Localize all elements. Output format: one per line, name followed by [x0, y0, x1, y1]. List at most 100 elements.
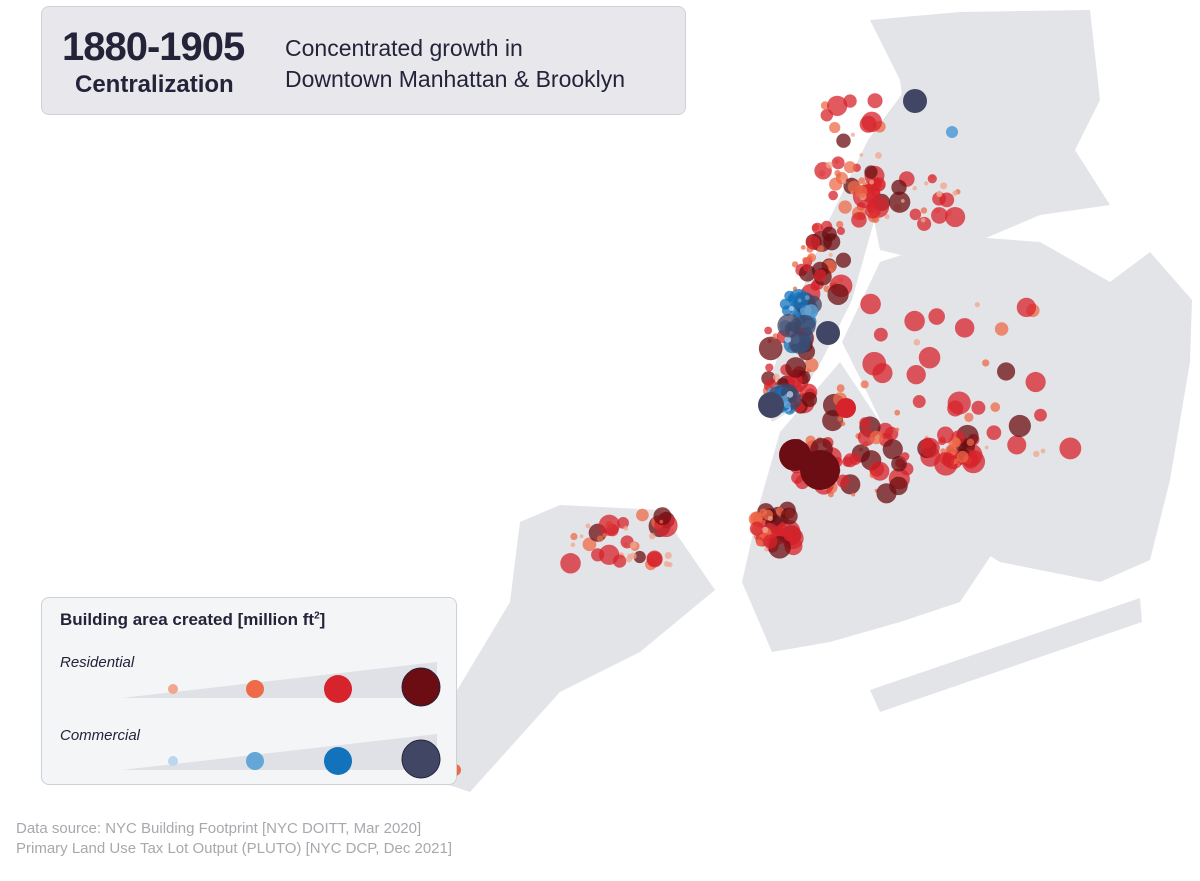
building-dot — [828, 252, 833, 257]
building-dot — [864, 202, 881, 219]
building-dot — [954, 318, 975, 338]
building-dot — [947, 400, 964, 417]
building-dot — [791, 471, 804, 484]
building-dot — [570, 532, 578, 541]
building-dot — [806, 255, 814, 262]
building-dot — [928, 308, 945, 325]
building-dot — [797, 298, 802, 303]
building-dot — [820, 109, 834, 122]
building-dot — [906, 365, 926, 385]
building-dot — [783, 531, 794, 542]
building-dot — [867, 93, 883, 109]
building-dot — [817, 245, 824, 253]
source-line-2: Primary Land Use Tax Lot Output (PLUTO) … — [16, 840, 453, 857]
building-dot — [1016, 297, 1037, 318]
building-dot — [900, 452, 910, 461]
period-description: Concentrated growth in Downtown Manhatta… — [285, 33, 625, 95]
building-dot — [800, 244, 806, 250]
building-dot — [937, 426, 954, 444]
building-dot — [836, 474, 850, 488]
building-dot — [860, 293, 881, 315]
building-dot — [623, 525, 629, 531]
building-dot — [841, 179, 847, 185]
building-dot — [786, 391, 794, 398]
building-dot — [964, 412, 974, 423]
building-dot — [825, 161, 833, 169]
building-dot — [836, 226, 846, 236]
building-dot — [974, 301, 980, 308]
building-dot — [829, 177, 843, 191]
building-dot — [784, 290, 795, 302]
legend-commercial-swatch — [246, 752, 264, 770]
building-dot — [780, 507, 798, 525]
building-dot — [1008, 414, 1031, 438]
building-dot — [1033, 450, 1040, 458]
building-dot — [831, 156, 845, 170]
building-dots — [449, 89, 1082, 776]
building-dot — [835, 173, 842, 179]
building-dot — [936, 191, 943, 198]
building-dot — [873, 327, 888, 342]
building-dot — [860, 380, 869, 389]
building-dot — [801, 391, 818, 408]
building-dot — [850, 132, 855, 137]
building-dot — [749, 521, 764, 536]
building-dot — [857, 428, 876, 447]
building-dot — [859, 417, 871, 429]
size-legend: Building area created [million ft2] Resi… — [41, 597, 457, 785]
building-dot — [653, 507, 672, 526]
source-line-1: Data source: NYC Building Footprint [NYC… — [16, 820, 422, 837]
building-dot — [788, 305, 795, 312]
building-dot — [822, 410, 844, 432]
building-dot — [838, 200, 852, 214]
description-line-2: Downtown Manhattan & Brooklyn — [285, 66, 626, 92]
building-dot — [851, 492, 856, 497]
legend-residential-swatch — [246, 680, 264, 698]
building-dot — [904, 310, 925, 332]
building-dot — [835, 252, 852, 268]
building-dot — [891, 179, 907, 195]
building-dot — [788, 330, 812, 355]
building-dot — [956, 450, 969, 463]
building-dot — [570, 542, 576, 548]
building-dot — [931, 207, 948, 224]
building-dot — [779, 439, 811, 471]
building-dot — [966, 438, 975, 447]
building-dot — [784, 336, 792, 343]
building-dot — [919, 437, 940, 458]
building-dot — [1040, 448, 1046, 454]
building-dot — [894, 409, 901, 416]
building-dot — [777, 313, 802, 338]
building-dot — [791, 261, 799, 268]
building-dot — [984, 445, 989, 450]
building-dot — [903, 89, 927, 113]
building-dot — [617, 516, 629, 529]
legend-commercial-wedge — [122, 734, 437, 770]
building-dot — [629, 541, 637, 549]
building-dot — [918, 346, 941, 369]
building-dot — [804, 357, 819, 373]
building-dot — [1025, 371, 1046, 393]
building-dot — [585, 523, 591, 529]
building-dot — [1007, 435, 1027, 455]
description-line-1: Concentrated growth in — [285, 35, 523, 61]
rockaway — [870, 598, 1142, 712]
building-dot — [627, 553, 632, 558]
building-dot — [840, 421, 846, 427]
building-dot — [636, 508, 649, 522]
building-dot — [882, 439, 903, 460]
building-dot — [996, 362, 1016, 381]
building-dot — [843, 161, 856, 174]
building-dot — [836, 220, 844, 229]
building-dot — [843, 94, 857, 108]
legend-title: Building area created [million ft2] — [60, 610, 326, 629]
building-dot — [864, 165, 878, 179]
building-dot — [582, 537, 597, 552]
legend-commercial-label: Commercial — [60, 727, 141, 744]
building-dot — [811, 222, 823, 234]
building-dot — [633, 550, 646, 564]
data-source: Data source: NYC Building Footprint [NYC… — [16, 819, 452, 859]
building-dot — [912, 395, 926, 408]
building-dot — [888, 191, 911, 213]
